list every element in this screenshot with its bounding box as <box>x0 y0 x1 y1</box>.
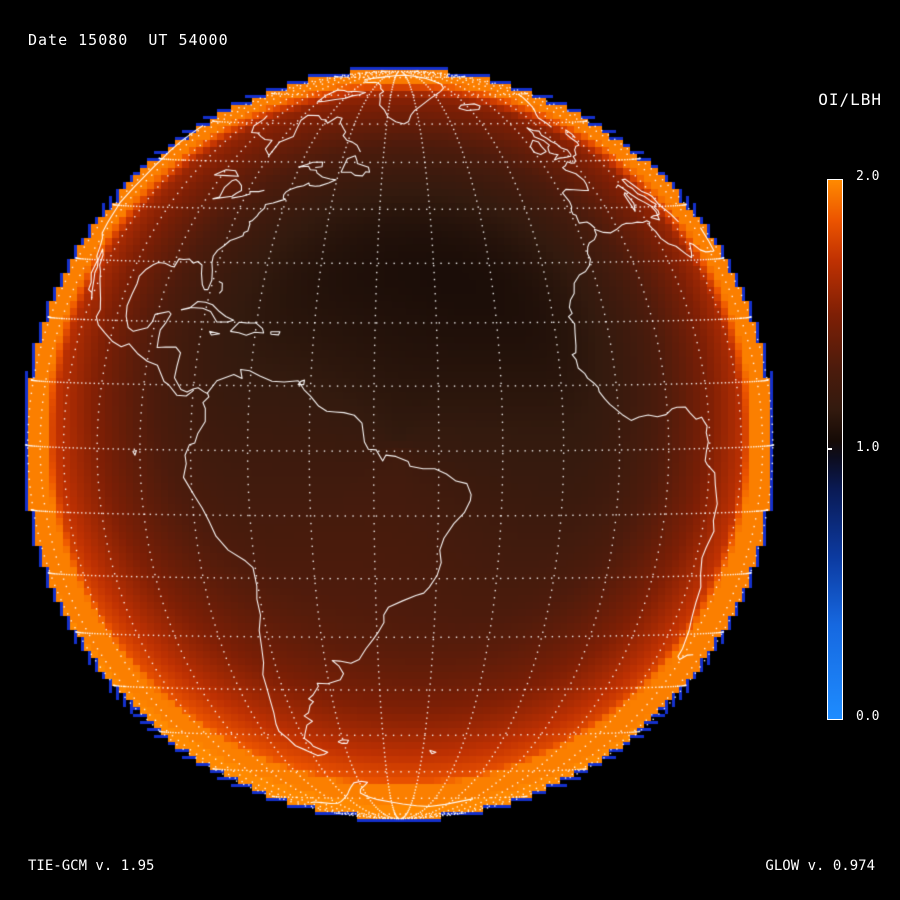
date-label: Date 15080 UT 54000 <box>28 31 229 49</box>
model-version-label: TIE-GCM v. 1.95 <box>28 858 155 874</box>
colorbar-title: OI/LBH <box>818 90 882 109</box>
glow-version-label: GLOW v. 0.974 <box>765 858 875 874</box>
colorbar-gradient <box>828 180 842 719</box>
colorbar-mid-tick <box>827 448 832 450</box>
colorbar-tick-label-mid: 1.0 <box>856 440 880 455</box>
colorbar-tick-label-min: 0.0 <box>856 709 880 724</box>
colorbar-tick-label-max: 2.0 <box>856 169 880 184</box>
